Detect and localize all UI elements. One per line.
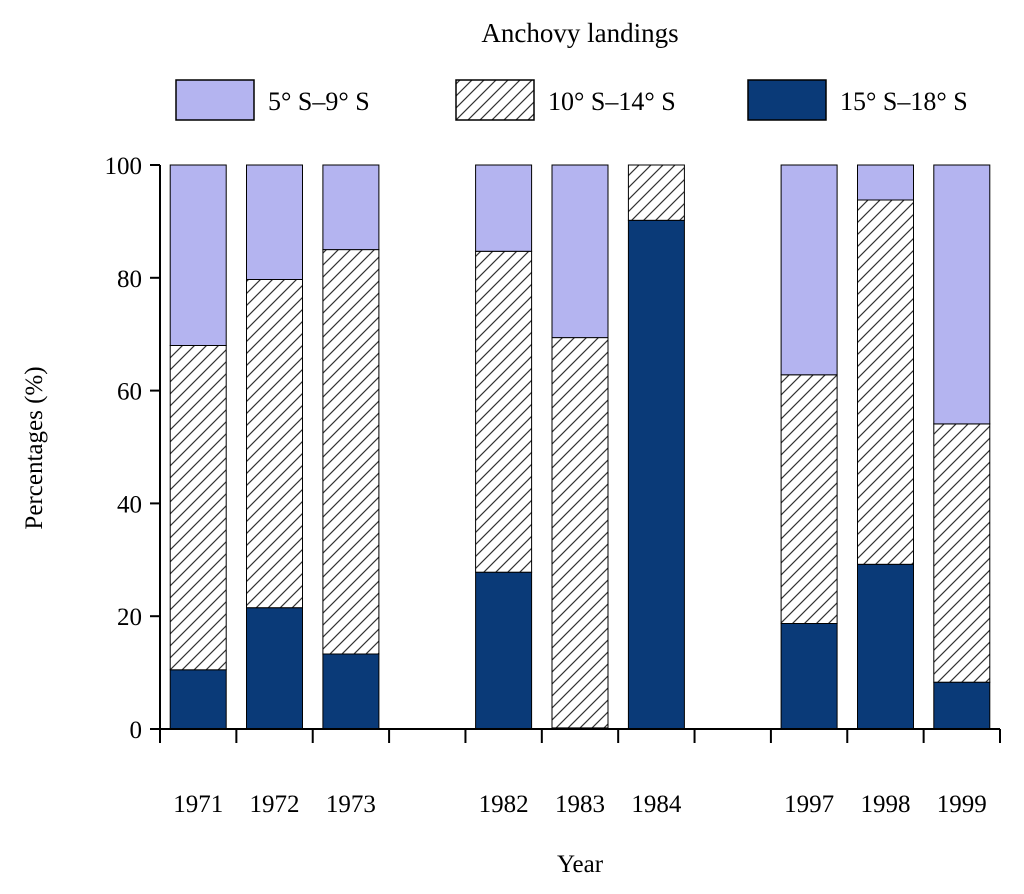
bar-1997-series-1 (780, 374, 838, 624)
bar-1973-series-2 (322, 164, 380, 251)
x-tick-label-1998: 1998 (861, 791, 911, 818)
x-tick-label-1982: 1982 (479, 791, 529, 818)
x-axis-label: Year (557, 851, 604, 878)
axes-group: 0 20 40 60 80 100 (105, 153, 1001, 744)
y-tick-label-60: 60 (117, 379, 142, 406)
legend-label-1: 10° S–14° S (548, 87, 676, 116)
bar-1998-series-2 (857, 164, 914, 201)
bar-1982-series-2 (475, 164, 533, 252)
bar-1998-series-0 (857, 563, 914, 730)
bar-1982-series-0 (475, 571, 533, 730)
legend-swatch-2 (747, 79, 827, 121)
legend-label-0: 5° S–9° S (268, 87, 370, 116)
bar-1972-series-1 (246, 279, 303, 609)
bar-1984-series-1 (627, 164, 685, 221)
x-tick-label-1971: 1971 (173, 791, 223, 818)
bar-1971-series-1 (169, 345, 227, 671)
bar-1999-series-1 (933, 423, 991, 683)
bar-1999-series-0 (933, 681, 991, 730)
bar-1971-series-2 (169, 164, 227, 346)
y-tick-label-20: 20 (117, 604, 142, 631)
y-axis-label: Percentages (%) (21, 366, 48, 529)
legend: 5° S–9° S 10° S–14° S 15° S–18° S (175, 79, 968, 121)
bar-1971-series-0 (169, 669, 227, 730)
bar-1997-series-0 (780, 623, 838, 730)
bar-1998-series-1 (857, 199, 914, 565)
x-tick-label-1983: 1983 (555, 791, 605, 818)
bar-1984-series-0 (627, 219, 685, 730)
bar-1983-series-2 (551, 164, 609, 339)
bar-1983-series-1 (551, 337, 609, 729)
bar-1973-series-0 (322, 653, 380, 730)
x-tick-label-1997: 1997 (784, 791, 834, 818)
x-tick-label-1973: 1973 (326, 791, 376, 818)
bar-1999-series-2 (933, 164, 991, 425)
y-tick-label-80: 80 (117, 266, 142, 293)
x-tick-label-1999: 1999 (937, 791, 987, 818)
x-tick-label-1972: 1972 (250, 791, 300, 818)
y-tick-label-0: 0 (130, 717, 143, 744)
y-tick-label-100: 100 (105, 153, 143, 180)
bars-group: 1971 1972 1973 1982 1983 1984 1997 1998 1999 (169, 164, 991, 818)
y-tick-label-40: 40 (117, 491, 142, 518)
bar-1972-series-0 (246, 607, 303, 730)
legend-swatch-1 (455, 79, 535, 121)
chart-title: Anchovy landings (481, 18, 678, 48)
bar-1972-series-2 (246, 164, 303, 280)
x-tick-label-1984: 1984 (631, 791, 682, 818)
bar-1982-series-1 (475, 250, 533, 573)
bar-1973-series-1 (322, 249, 380, 655)
legend-label-2: 15° S–18° S (840, 87, 968, 116)
legend-swatch-0 (175, 79, 255, 121)
bar-1997-series-2 (780, 164, 838, 376)
